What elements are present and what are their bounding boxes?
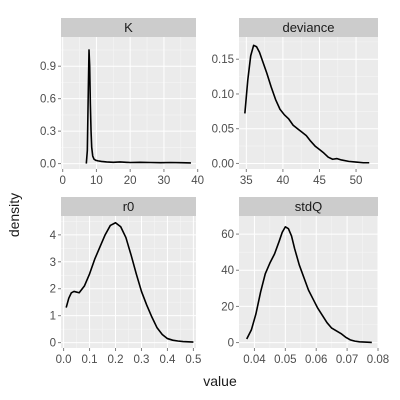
- x-tick-label-stdq: 0.06: [305, 354, 327, 366]
- facet-strip-label-deviance: deviance: [282, 20, 334, 35]
- facet-r0: r0 0.0 0.1 0.2 0.3 0.4 0.5 0 1 2 3 4: [50, 197, 201, 366]
- x-tick-label-r0: 0.5: [185, 354, 201, 366]
- y-tick-label-k: 0.6: [40, 94, 56, 106]
- y-tick-label-r0: 0: [50, 338, 56, 350]
- y-tick-label-stdq: 40: [221, 265, 234, 277]
- y-tick-label-r0: 4: [50, 230, 57, 242]
- facet-strip-label-stdq: stdQ: [295, 199, 322, 214]
- minor-grid-r0: [61, 216, 196, 348]
- x-tick-label-stdq: 0.07: [336, 354, 358, 366]
- y-tick-label-r0: 3: [50, 257, 56, 269]
- x-tick-label-r0: 0.4: [159, 354, 176, 366]
- panel-background-deviance: [239, 37, 378, 169]
- x-tick-label-r0: 0.3: [133, 354, 149, 366]
- x-tick-label-deviance: 40: [276, 175, 289, 187]
- panel-background-k: [61, 37, 196, 169]
- y-tick-label-deviance: 0.05: [212, 124, 234, 136]
- facet-stdq: stdQ 0.04 0.05 0.06 0.07 0.08 0 20 40 60: [221, 197, 389, 366]
- y-tick-label-k: 0.0: [40, 159, 56, 171]
- x-tick-label-deviance: 45: [313, 175, 326, 187]
- y-tick-label-k: 0.9: [40, 61, 56, 73]
- x-tick-label-r0: 0.1: [82, 354, 98, 366]
- y-tick-label-stdq: 20: [221, 301, 234, 313]
- x-tick-label-stdq: 0.08: [367, 354, 389, 366]
- facet-strip-r0: [61, 197, 196, 216]
- y-tick-label-k: 0.3: [40, 126, 56, 138]
- y-axis-title: density: [6, 193, 22, 237]
- x-tick-label-r0: 0.2: [108, 354, 124, 366]
- density-line-deviance: [244, 44, 370, 164]
- x-tick-label-deviance: 35: [240, 175, 253, 187]
- panel-background-stdq: [239, 216, 378, 348]
- x-tick-label-deviance: 50: [350, 175, 363, 187]
- x-tick-label-k: 40: [191, 175, 204, 187]
- facet-deviance: deviance 35 40 45 50 0.00 0.05 0.10 0.15: [212, 18, 378, 187]
- x-tick-label-k: 10: [90, 175, 103, 187]
- x-tick-label-stdq: 0.05: [274, 354, 296, 366]
- facet-k: K 0 10 20 30 40 0.0 0.3 0.6 0.9: [40, 18, 204, 187]
- density-line-r0: [65, 221, 194, 343]
- x-tick-label-k: 0: [59, 175, 65, 187]
- y-tick-label-deviance: 0.00: [212, 158, 234, 170]
- y-tick-label-deviance: 0.15: [212, 54, 234, 66]
- facet-strip-stdq: [239, 197, 378, 216]
- x-tick-label-r0: 0.0: [56, 354, 72, 366]
- density-line-stdq: [246, 226, 372, 344]
- x-tick-label-k: 30: [158, 175, 171, 187]
- y-tick-label-deviance: 0.10: [212, 89, 234, 101]
- facet-strip-k: [61, 18, 196, 37]
- facet-strip-deviance: [239, 18, 378, 37]
- minor-grid-k: [61, 37, 196, 169]
- facet-strip-label-r0: r0: [123, 199, 135, 214]
- y-tick-label-stdq: 60: [221, 229, 234, 241]
- x-axis-title: value: [203, 373, 237, 389]
- y-tick-label-r0: 1: [50, 311, 56, 323]
- facet-strip-label-k: K: [124, 20, 133, 35]
- y-tick-label-stdq: 0: [228, 338, 234, 350]
- x-tick-label-k: 20: [124, 175, 137, 187]
- y-tick-label-r0: 2: [50, 284, 56, 296]
- density-line-k: [85, 49, 191, 164]
- x-tick-label-stdq: 0.04: [243, 354, 266, 366]
